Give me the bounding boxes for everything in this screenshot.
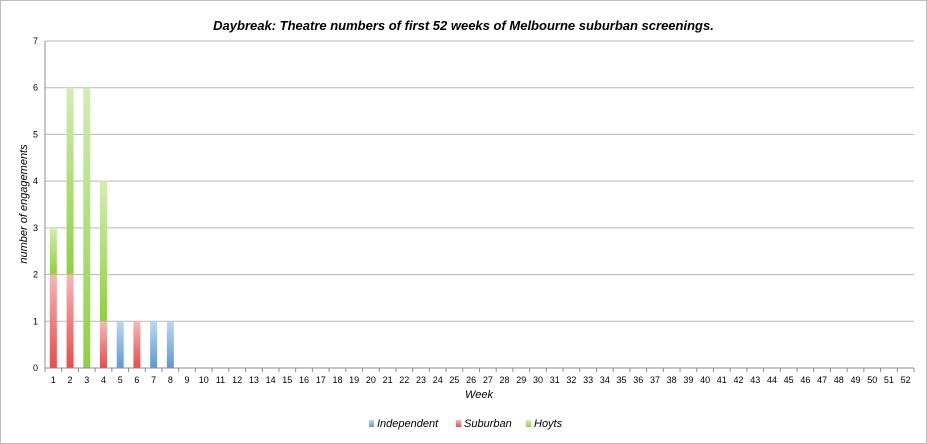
x-tick-label: 23: [416, 375, 426, 385]
x-tick-label: 7: [151, 375, 156, 385]
bar-independent-week-7: [150, 321, 158, 368]
x-tick-label: 48: [834, 375, 844, 385]
x-tick-label: 30: [533, 375, 543, 385]
bar-suburban-week-1: [49, 274, 57, 368]
x-tick-label: 3: [84, 375, 89, 385]
x-tick-label: 12: [232, 375, 242, 385]
x-tick-label: 50: [867, 375, 877, 385]
x-tick-label: 35: [617, 375, 627, 385]
x-tick-label: 19: [349, 375, 359, 385]
x-tick-label: 32: [566, 375, 576, 385]
x-tick-label: 17: [316, 375, 326, 385]
x-tick-label: 5: [118, 375, 123, 385]
x-tick-label: 43: [750, 375, 760, 385]
x-tick-label: 2: [68, 375, 73, 385]
x-tick-label: 28: [500, 375, 510, 385]
x-tick-label: 29: [516, 375, 526, 385]
x-tick-label: 27: [483, 375, 493, 385]
x-tick-label: 13: [249, 375, 259, 385]
y-tick-label: 7: [33, 36, 38, 46]
x-tick-label: 51: [884, 375, 894, 385]
x-tick-label: 14: [266, 375, 276, 385]
x-tick-label: 16: [299, 375, 309, 385]
x-tick-label: 11: [216, 375, 225, 385]
x-tick-label: 8: [168, 375, 173, 385]
x-tick-label: 25: [449, 375, 459, 385]
x-tick-label: 36: [633, 375, 643, 385]
chart-title: Daybreak: Theatre numbers of first 52 we…: [213, 18, 714, 33]
x-tick-label: 15: [282, 375, 292, 385]
bar-independent-week-5: [116, 321, 124, 368]
x-tick-label: 4: [101, 375, 106, 385]
x-tick-label: 20: [366, 375, 376, 385]
y-tick-label: 1: [33, 316, 38, 326]
legend-swatch-independent: [369, 420, 374, 427]
x-tick-label: 18: [332, 375, 342, 385]
x-tick-label: 34: [600, 375, 610, 385]
gridlines: [45, 40, 914, 369]
bar-independent-week-8: [166, 321, 174, 368]
x-tick-label: 1: [51, 375, 56, 385]
bar-hoyts-week-1: [49, 227, 57, 275]
x-tick-label: 9: [185, 375, 190, 385]
x-tick-label: 44: [767, 375, 777, 385]
legend: Independent Suburban Hoyts: [369, 418, 563, 430]
bars: [49, 87, 174, 368]
y-tick-label: 4: [33, 176, 38, 186]
x-tick-label: 45: [784, 375, 794, 385]
x-tick-label: 21: [383, 375, 393, 385]
x-tick-label: 6: [134, 375, 139, 385]
bar-suburban-week-6: [133, 321, 141, 368]
bar-hoyts-week-2: [66, 87, 74, 275]
x-tick-label: 46: [800, 375, 810, 385]
x-tick-label: 10: [199, 375, 209, 385]
bar-hoyts-week-3: [83, 87, 91, 368]
x-tick-label: 52: [901, 375, 911, 385]
x-tick-label: 40: [700, 375, 710, 385]
y-tick-label: 3: [33, 223, 38, 233]
x-axis-title: Week: [465, 389, 493, 401]
legend-label-hoyts: Hoyts: [534, 418, 563, 430]
x-tick-label: 24: [433, 375, 443, 385]
x-tick-label: 49: [851, 375, 861, 385]
x-tick-label: 31: [550, 375, 560, 385]
y-tick-label: 2: [33, 270, 38, 280]
x-tick-label: 33: [583, 375, 593, 385]
x-tick-label: 47: [817, 375, 827, 385]
legend-swatch-suburban: [456, 420, 461, 427]
x-tick-label: 22: [399, 375, 409, 385]
x-tick-label: 42: [734, 375, 744, 385]
y-axis-title: number of engagements: [18, 144, 30, 264]
x-tick-label: 41: [717, 375, 727, 385]
bar-suburban-week-2: [66, 274, 74, 368]
bar-suburban-week-4: [99, 321, 107, 368]
legend-label-suburban: Suburban: [464, 418, 512, 430]
y-tick-label: 6: [33, 83, 38, 93]
y-tick-label: 0: [33, 363, 38, 373]
x-tick-label: 37: [650, 375, 660, 385]
x-tick-label: 38: [667, 375, 677, 385]
x-tick-label: 39: [683, 375, 693, 385]
legend-swatch-hoyts: [526, 420, 531, 427]
legend-label-independent: Independent: [377, 418, 439, 430]
bar-hoyts-week-4: [99, 181, 107, 322]
y-tick-label: 5: [33, 129, 38, 139]
x-tick-label: 26: [466, 375, 476, 385]
